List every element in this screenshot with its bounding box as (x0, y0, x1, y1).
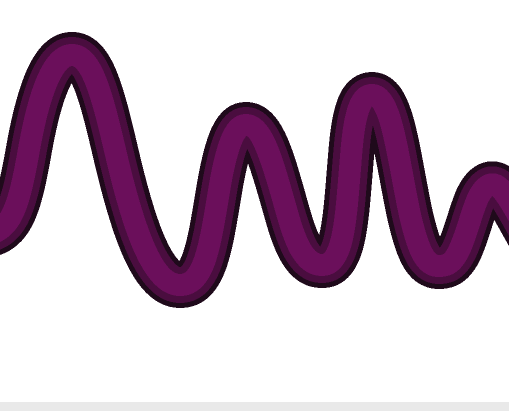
bottom-border-strip (0, 402, 509, 411)
